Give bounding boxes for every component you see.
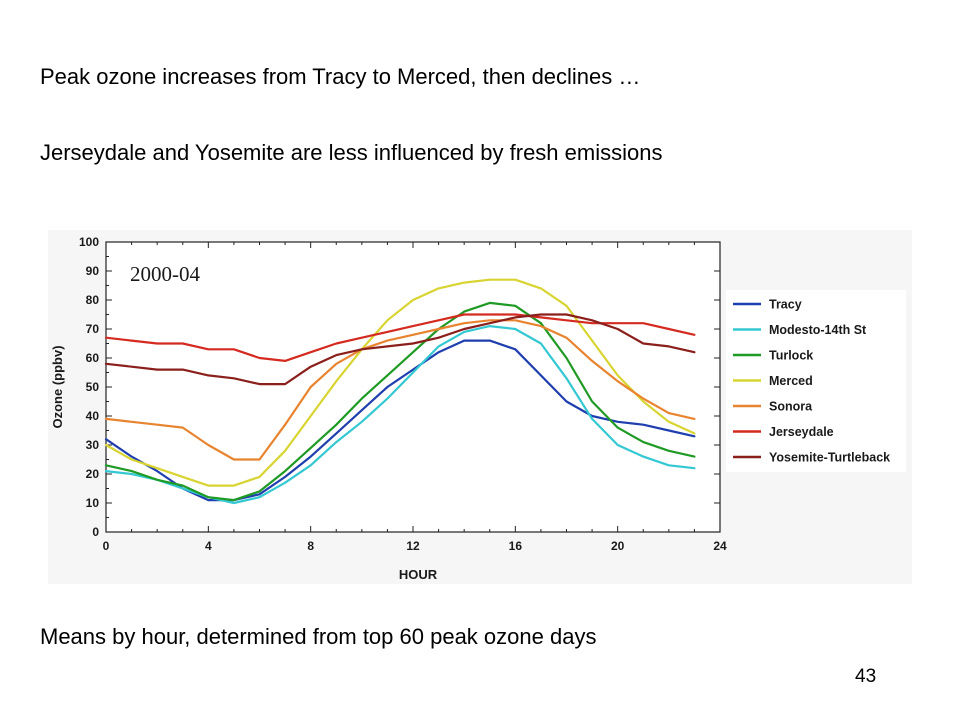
- legend-label-merced: Merced: [769, 374, 813, 388]
- x-tick-label: 4: [205, 539, 212, 553]
- y-tick-label: 70: [86, 322, 100, 336]
- series-line-turlock: [104, 301, 696, 502]
- slide-heading-2: Jerseydale and Yosemite are less influen…: [40, 140, 663, 165]
- y-tick-label: 50: [86, 380, 100, 394]
- series-line-merced: [104, 278, 696, 487]
- legend-label-jerseydale: Jerseydale: [769, 425, 834, 439]
- x-tick-label: 24: [713, 539, 727, 553]
- x-tick-label: 0: [103, 539, 110, 553]
- ozone-line-chart: 0 10 20 30 40 50 60 70 80 90 100 0 4 8 12 16 20 24 2000-0…: [50, 235, 906, 582]
- series-line-sonora: [104, 319, 696, 461]
- y-axis-label: Ozone (ppbv): [50, 345, 65, 428]
- y-tick-label: 10: [86, 496, 100, 510]
- y-tick-label: 30: [86, 438, 100, 452]
- y-tick-label: 100: [79, 235, 99, 249]
- y-tick-label: 40: [86, 409, 100, 423]
- legend-label-yosemite-turtleback: Yosemite-Turtleback: [769, 451, 890, 465]
- legend-label-modesto-14th-st: Modesto-14th St: [769, 323, 867, 337]
- x-tick-label: 20: [611, 539, 625, 553]
- slide-heading-1: Peak ozone increases from Tracy to Merce…: [40, 64, 641, 89]
- legend: Tracy Modesto-14th St Turlock Merced Sonora J…: [726, 290, 906, 472]
- y-tick-label: 80: [86, 293, 100, 307]
- series-line-yosemite-turtleback: [104, 313, 696, 386]
- chart-panel: 0 10 20 30 40 50 60 70 80 90 100 0 4 8 12 16 20 24 2000-0…: [48, 230, 912, 584]
- series-layer: [104, 278, 696, 505]
- legend-items: Tracy Modesto-14th St Turlock Merced Sonora J…: [733, 298, 890, 465]
- x-tick-label: 8: [307, 539, 314, 553]
- plot-area: [105, 241, 721, 533]
- legend-label-sonora: Sonora: [769, 400, 813, 414]
- x-tick-label: 12: [406, 539, 420, 553]
- chart-annotation: 2000-04: [130, 262, 200, 286]
- series-line-tracy: [104, 339, 696, 502]
- chart-caption: Means by hour, determined from top 60 pe…: [40, 624, 597, 649]
- y-tick-label: 90: [86, 264, 100, 278]
- legend-label-turlock: Turlock: [769, 349, 813, 363]
- ticks-layer: 0 10 20 30 40 50 60 70 80 90 100 0 4 8 12 16 20 24: [79, 235, 727, 553]
- x-axis-label: HOUR: [399, 567, 438, 582]
- x-tick-label: 16: [509, 539, 523, 553]
- y-tick-label: 20: [86, 467, 100, 481]
- series-line-jerseydale: [104, 313, 696, 362]
- legend-label-tracy: Tracy: [769, 298, 802, 312]
- y-tick-label: 60: [86, 351, 100, 365]
- y-tick-label: 0: [92, 525, 99, 539]
- slide-number: 43: [855, 666, 877, 687]
